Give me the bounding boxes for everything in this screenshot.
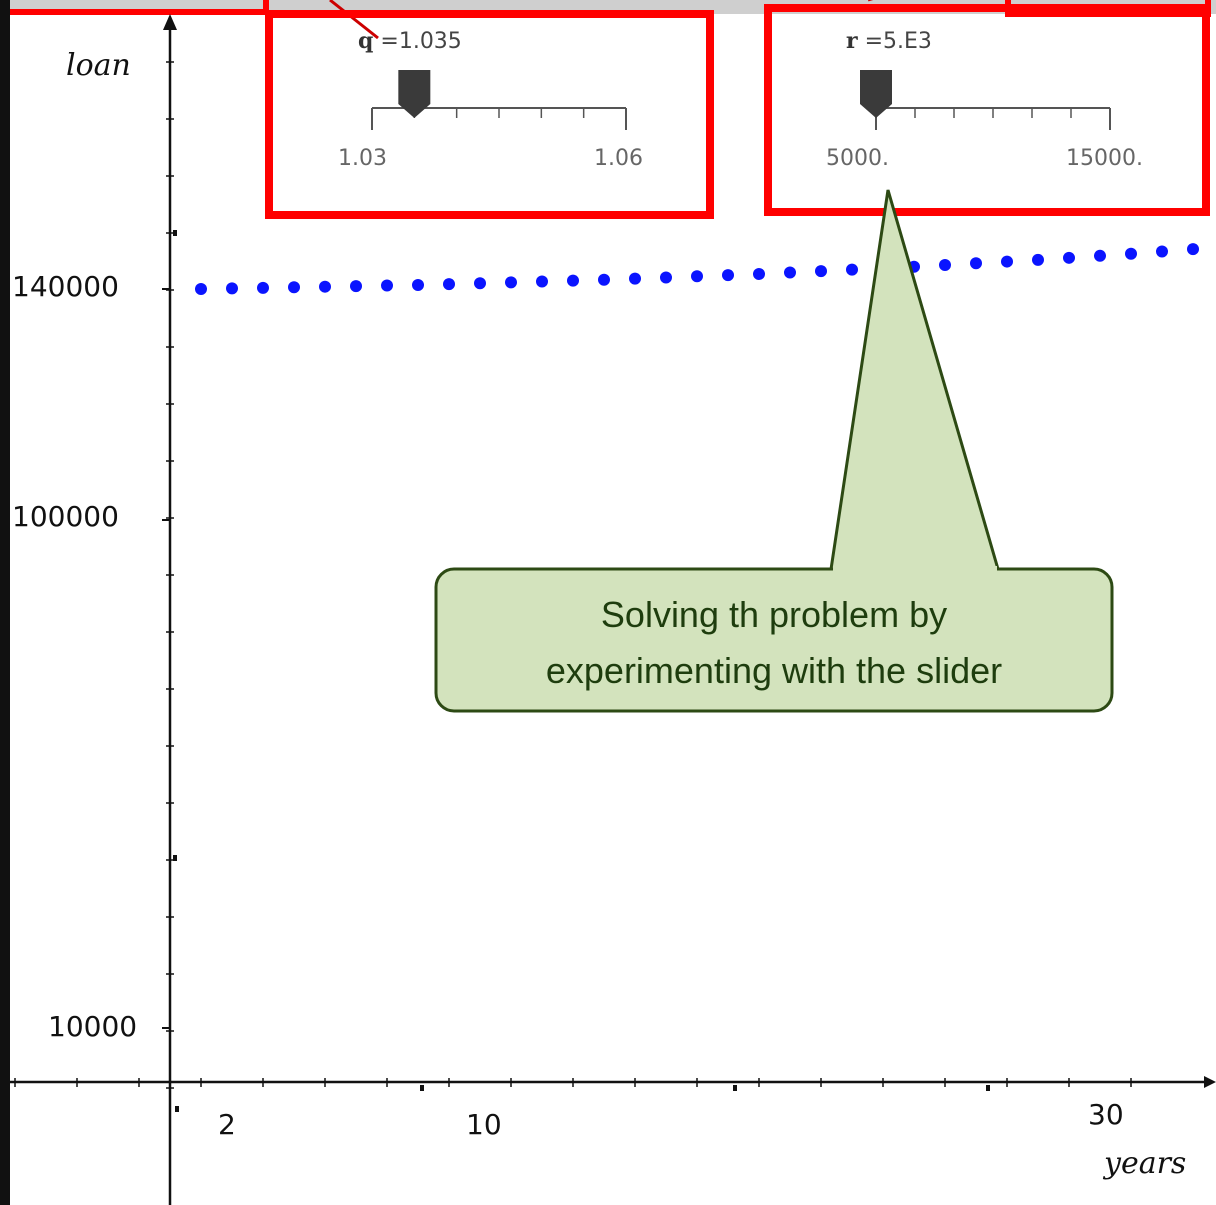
- data-point: [350, 280, 362, 293]
- data-point: [815, 265, 827, 278]
- data-point: [598, 273, 610, 286]
- data-point: [474, 277, 486, 290]
- data-point: [629, 272, 641, 285]
- data-point: [1063, 251, 1075, 264]
- y-axis-arrow: [163, 14, 177, 30]
- slider-q-value: =1.035: [380, 29, 462, 54]
- slider-q-variable: q: [358, 28, 374, 54]
- data-point: [381, 279, 393, 292]
- slider-q-max: 1.06: [594, 146, 643, 171]
- pointer-line-q: [329, 0, 379, 40]
- callout-line-1: Solving th problem by: [600, 594, 948, 635]
- y-axis-major-tick: [173, 855, 177, 861]
- data-point: [319, 280, 331, 293]
- data-point: [1187, 243, 1199, 256]
- y-tick-label-100000: 100000: [12, 500, 119, 533]
- slider-q-ticks: [371, 108, 627, 130]
- data-point: [257, 281, 269, 294]
- x-tick-label-2: 2: [218, 1108, 236, 1141]
- data-point: [567, 274, 579, 287]
- slider-r-max: 15000.: [1066, 146, 1143, 171]
- slider-q[interactable]: [371, 70, 627, 130]
- slider-r-variable: r: [846, 28, 858, 54]
- data-point: [1094, 249, 1106, 262]
- slider-q-min: 1.03: [338, 146, 387, 171]
- callout-text: Solving th problem by experimenting with…: [436, 587, 1112, 699]
- callout-box: [434, 567, 1114, 713]
- y-axis-title: loan: [66, 48, 131, 83]
- slider-q-thumb[interactable]: [398, 70, 431, 118]
- slider-r[interactable]: [860, 70, 1111, 130]
- x-axis-major-tick: [733, 1085, 737, 1091]
- data-point: [288, 281, 300, 294]
- x-axis-arrow: [1204, 1076, 1216, 1088]
- highlight-box-partial-right: [1005, 0, 1211, 17]
- data-point: [660, 271, 672, 284]
- slider-r-label: r =5.E3: [846, 28, 932, 54]
- highlight-box-r: [764, 4, 1210, 216]
- data-point: [443, 278, 455, 291]
- x-axis-major-tick: [420, 1085, 424, 1091]
- data-point: [784, 266, 796, 279]
- data-point: [846, 263, 858, 276]
- slider-q-label: q =1.035: [358, 28, 462, 54]
- data-points: [195, 243, 1199, 295]
- callout-joint: [833, 566, 997, 574]
- data-point: [753, 267, 765, 280]
- y-tick-label-140000: 140000: [12, 270, 119, 303]
- y-axis-ticks: [162, 61, 177, 1089]
- data-point: [970, 257, 982, 270]
- slider-r-min: 5000.: [826, 146, 889, 171]
- x-axis-ticks: [14, 1078, 1132, 1112]
- data-point: [691, 270, 703, 283]
- data-point: [536, 275, 548, 288]
- highlight-box-q: [265, 10, 714, 219]
- y-tick-label-10000: 10000: [48, 1010, 138, 1043]
- x-axis-title: years: [1104, 1146, 1187, 1181]
- highlight-box-partial-left: [0, 0, 269, 15]
- x-axis-major-tick: [986, 1085, 990, 1091]
- slider-r-thumb[interactable]: [860, 70, 892, 118]
- x-axis-origin-tick: [175, 1106, 179, 1112]
- data-point: [412, 278, 424, 291]
- callout-pointer: [828, 189, 1002, 578]
- window-edge: [0, 0, 10, 1205]
- data-point: [195, 283, 207, 295]
- slider-r-ticks: [875, 108, 1111, 130]
- x-tick-label-10: 10: [466, 1108, 502, 1141]
- data-point: [226, 282, 238, 295]
- data-point: [939, 259, 951, 272]
- slider-r-value: =5.E3: [864, 29, 932, 54]
- data-point: [1156, 245, 1168, 258]
- x-tick-label-30: 30: [1088, 1098, 1124, 1131]
- data-point: [1125, 247, 1137, 260]
- data-point: [1001, 255, 1013, 268]
- y-axis-major-tick: [173, 230, 177, 236]
- callout-line-2: experimenting with the slider: [545, 650, 1003, 691]
- data-point: [722, 269, 734, 282]
- data-point: [1032, 253, 1044, 266]
- data-point: [505, 276, 517, 289]
